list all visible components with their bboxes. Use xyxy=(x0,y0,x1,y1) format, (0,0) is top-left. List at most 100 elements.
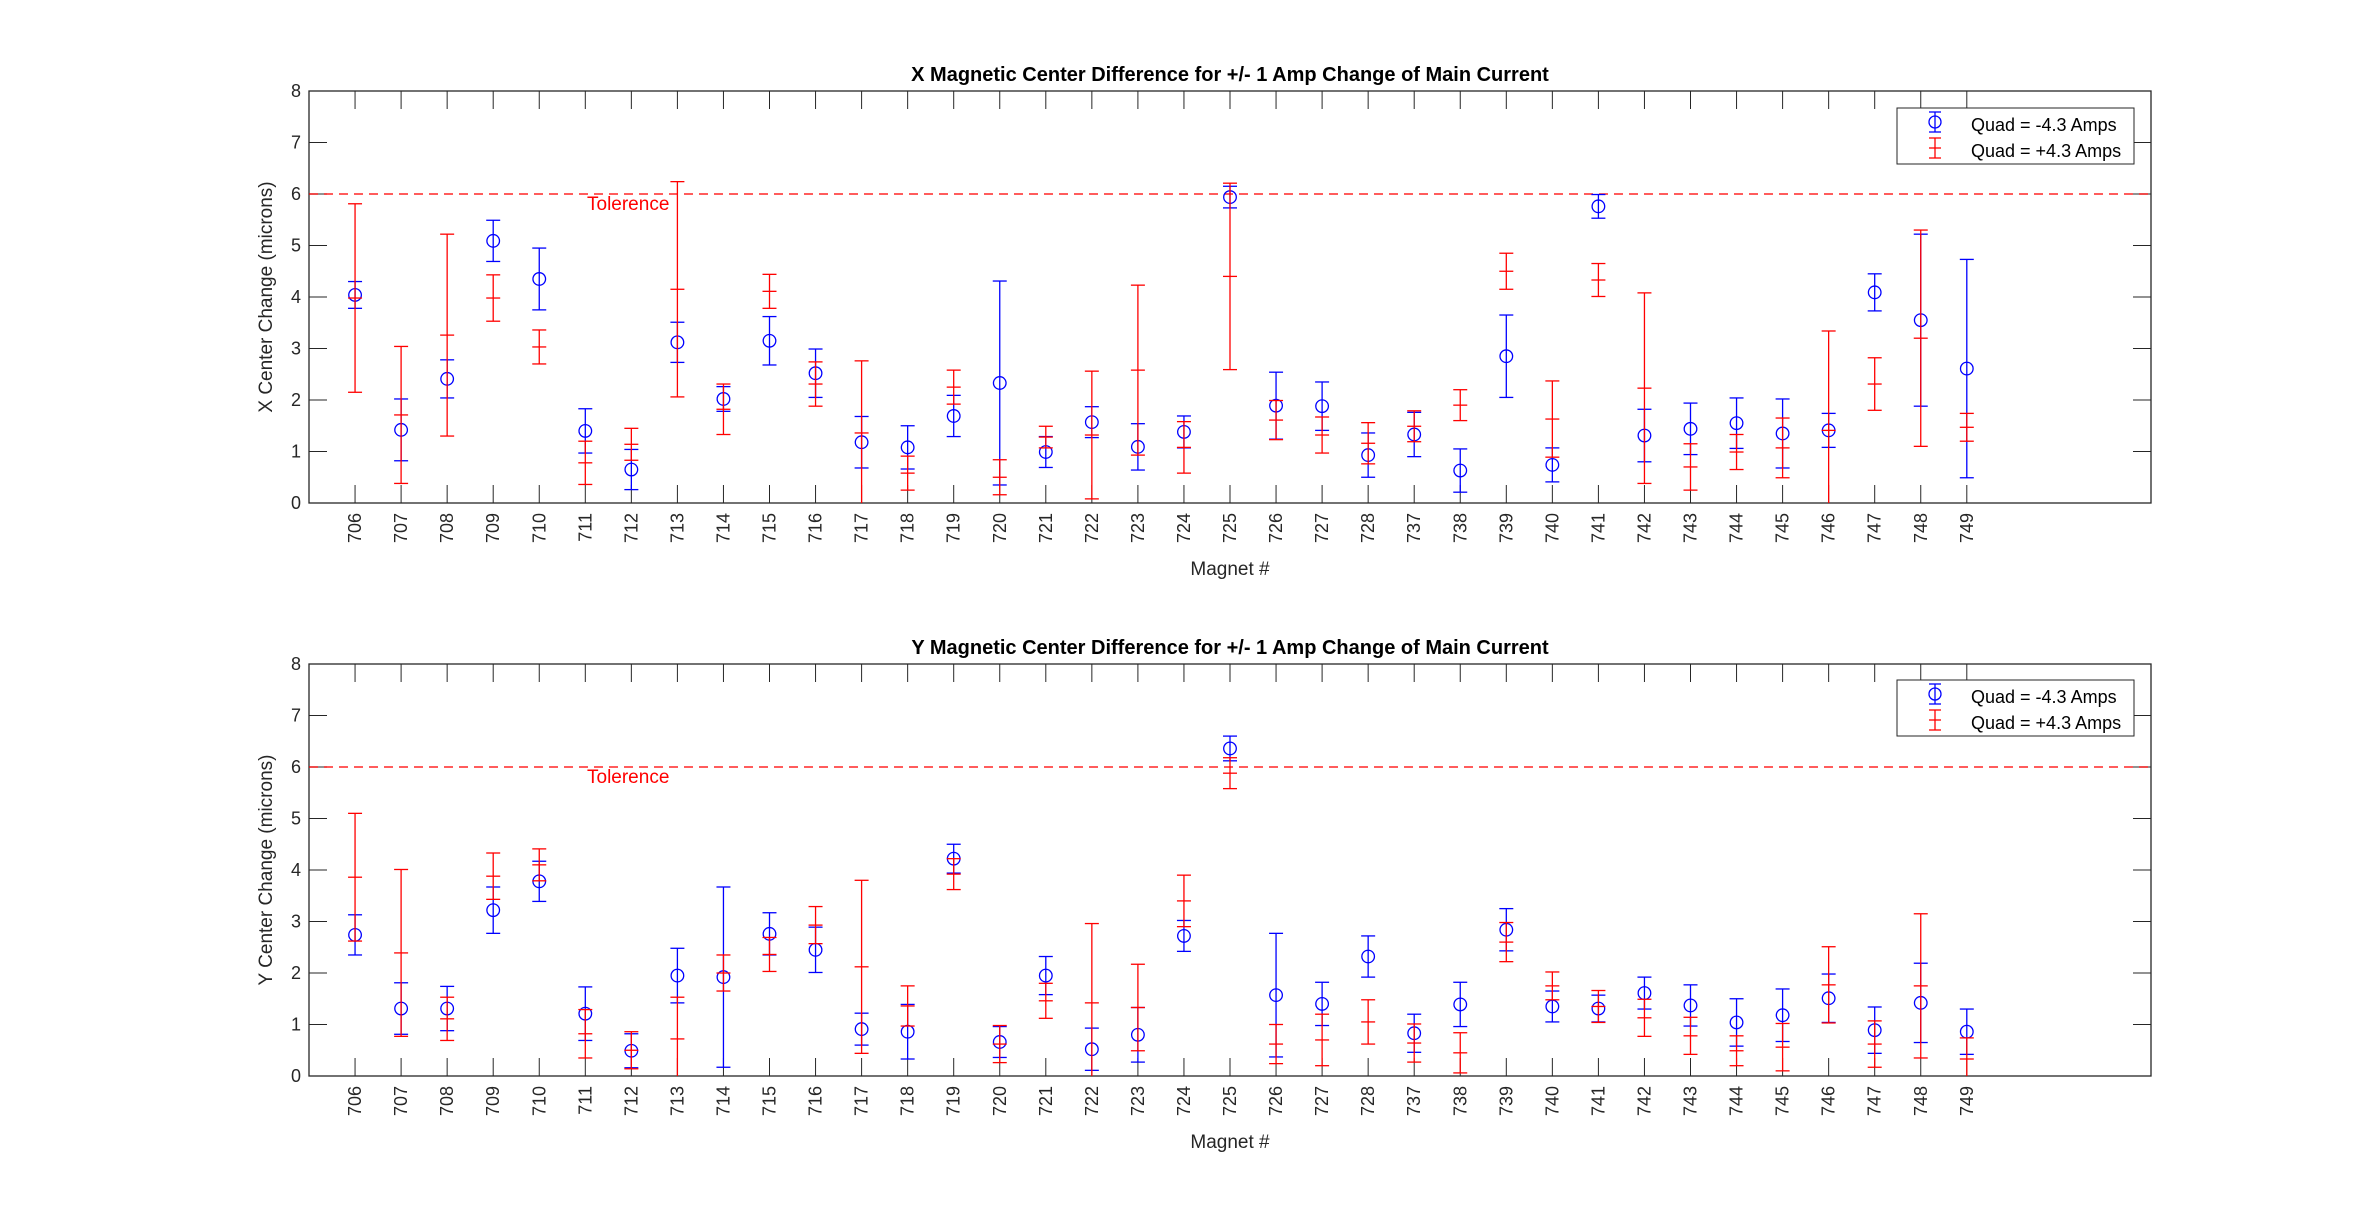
data-point-circle xyxy=(1729,416,1744,431)
x-tick-label: 727 xyxy=(1312,513,1332,543)
x-tick-label: 743 xyxy=(1681,513,1701,543)
x-tick-label: 742 xyxy=(1634,1086,1654,1116)
data-point-circle xyxy=(1591,199,1606,214)
x-tick-label: 747 xyxy=(1865,513,1885,543)
series-minus-4.3-amps xyxy=(348,185,1974,493)
series-layer xyxy=(348,735,1974,1076)
x-tick-label: 710 xyxy=(529,513,549,543)
legend-circle xyxy=(1928,687,1942,701)
data-point-circle xyxy=(532,272,547,286)
x-axis-label: Magnet # xyxy=(1190,1132,1270,1153)
y-tick-label: 8 xyxy=(291,654,301,674)
y-axis-label: X Center Change (microns) xyxy=(256,181,277,412)
x-tick-label: 726 xyxy=(1266,513,1286,543)
data-point-circle xyxy=(1683,421,1698,436)
x-tick-label: 740 xyxy=(1542,513,1562,543)
y-axis-label: Y Center Change (microns) xyxy=(256,755,277,986)
x-tick-label: 745 xyxy=(1773,1086,1793,1116)
legend-plus-errorbar-icon xyxy=(1929,137,1941,159)
x-tick-label: 720 xyxy=(990,513,1010,543)
y-tick-label: 0 xyxy=(291,1066,301,1086)
y-tick-label: 2 xyxy=(291,963,301,983)
x-tick-label: 711 xyxy=(575,1086,595,1115)
chart-title: Y Magnetic Center Difference for +/- 1 A… xyxy=(911,637,1549,659)
data-point-circle xyxy=(486,903,501,918)
x-tick-label: 706 xyxy=(345,513,365,543)
x-tick-label: 708 xyxy=(437,513,457,543)
x-tick-label: 749 xyxy=(1957,513,1977,543)
x-tick-label: 744 xyxy=(1727,513,1747,543)
x-tick-label: 707 xyxy=(391,1086,411,1116)
x-tick-label: 748 xyxy=(1911,1086,1931,1116)
y-tick-label: 2 xyxy=(291,390,301,410)
x-tick-label: 745 xyxy=(1773,513,1793,543)
x-tick-label: 709 xyxy=(483,1086,503,1116)
data-point-circle xyxy=(1361,949,1376,964)
data-point-circle xyxy=(1545,457,1560,472)
x-tick-label: 727 xyxy=(1312,1086,1332,1116)
data-point-circle xyxy=(1729,1015,1744,1030)
x-tick-label: 740 xyxy=(1542,1086,1562,1116)
data-point-circle xyxy=(1453,463,1468,478)
x-tick-label: 709 xyxy=(483,513,503,543)
data-point-circle xyxy=(486,233,501,248)
data-point-circle xyxy=(578,423,593,438)
x-tick-label: 737 xyxy=(1404,513,1424,543)
x-tick-label: 725 xyxy=(1220,513,1240,543)
y-tick-label: 4 xyxy=(291,860,301,880)
x-tick-label: 741 xyxy=(1588,1086,1608,1116)
series-plus-4.3-amps xyxy=(348,180,1974,503)
x-tick-label: 739 xyxy=(1496,1086,1516,1116)
legend: Quad = -4.3 Amps Quad = +4.3 Amps xyxy=(1896,679,2135,737)
x-center-chart: X Magnetic Center Difference for +/- 1 A… xyxy=(256,64,2152,580)
data-point-circle xyxy=(1959,361,1974,376)
y-tick-label: 7 xyxy=(291,133,301,153)
y-tick-label: 5 xyxy=(291,809,301,829)
x-tick-label: 719 xyxy=(944,1086,964,1116)
x-tick-label: 719 xyxy=(944,513,964,543)
x-tick-label: 706 xyxy=(345,1086,365,1116)
y-tick-label: 1 xyxy=(291,442,301,462)
data-point-circle xyxy=(1499,349,1514,364)
legend-entry-plus: Quad = +4.3 Amps xyxy=(1971,713,2121,733)
tolerance-label: Tolerence xyxy=(587,767,669,788)
y-tick-label: 7 xyxy=(291,706,301,726)
data-point-circle xyxy=(1453,997,1468,1012)
data-point-circle xyxy=(1038,968,1053,983)
x-tick-label: 724 xyxy=(1174,513,1194,543)
x-tick-label: 716 xyxy=(806,513,826,543)
data-point-circle xyxy=(900,440,915,455)
legend: Quad = -4.3 Amps Quad = +4.3 Amps xyxy=(1896,107,2135,165)
x-tick-label: 722 xyxy=(1082,513,1102,543)
legend-circle-errorbar-icon xyxy=(1928,683,1942,705)
data-point-circle xyxy=(624,462,639,477)
x-tick-label: 741 xyxy=(1588,513,1608,543)
legend-box xyxy=(1896,679,2135,737)
y-tick-label: 3 xyxy=(291,339,301,359)
x-tick-label: 749 xyxy=(1957,1086,1977,1116)
legend-entry-minus: Quad = -4.3 Amps xyxy=(1971,115,2117,135)
x-tick-label: 742 xyxy=(1634,513,1654,543)
legend-box xyxy=(1896,107,2135,165)
y-tick-label: 8 xyxy=(291,81,301,101)
data-point-circle xyxy=(1176,928,1191,943)
legend-entry-minus: Quad = -4.3 Amps xyxy=(1971,687,2117,707)
data-point-circle xyxy=(762,333,777,348)
x-tick-label: 713 xyxy=(667,513,687,543)
x-tick-label: 708 xyxy=(437,1086,457,1116)
x-tick-label: 721 xyxy=(1036,1086,1056,1116)
x-tick-label: 728 xyxy=(1358,513,1378,543)
x-tick-label: 724 xyxy=(1174,1086,1194,1116)
x-tick-label: 744 xyxy=(1727,1086,1747,1116)
legend-plus-errorbar-icon xyxy=(1929,709,1941,731)
x-tick-label: 715 xyxy=(760,513,780,543)
x-tick-label: 723 xyxy=(1128,1086,1148,1116)
x-tick-label: 712 xyxy=(621,1086,641,1116)
x-tick-label: 714 xyxy=(713,513,733,543)
data-point-circle xyxy=(1867,285,1882,300)
x-tick-label: 728 xyxy=(1358,1086,1378,1116)
y-tick-label: 4 xyxy=(291,287,301,307)
x-tick-label: 714 xyxy=(713,1086,733,1116)
series-plus-4.3-amps xyxy=(348,757,1974,1076)
x-tick-label: 711 xyxy=(575,513,595,542)
